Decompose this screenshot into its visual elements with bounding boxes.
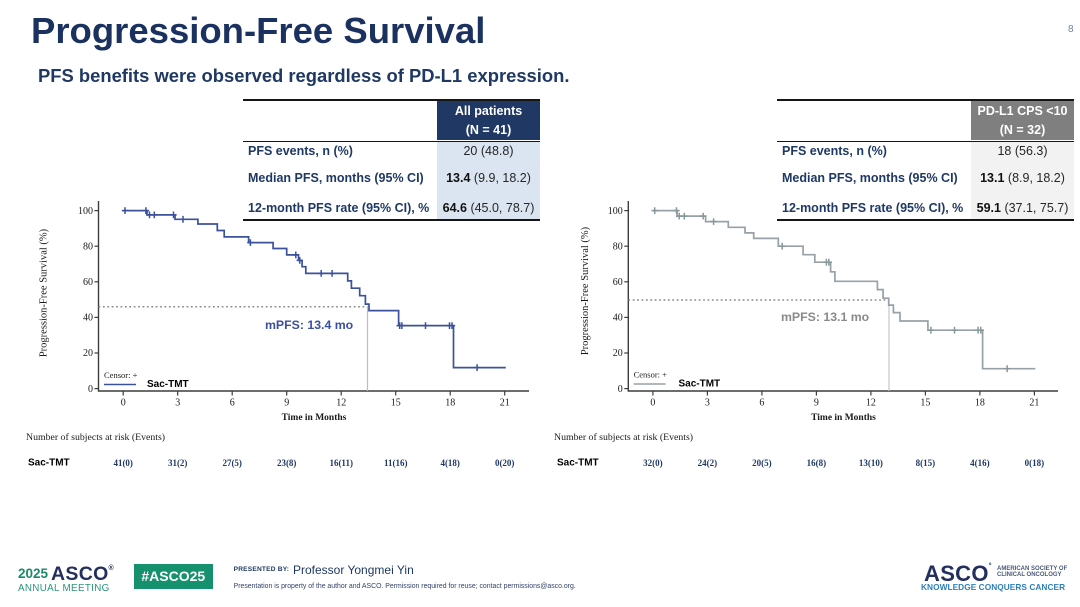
svg-text:8(15): 8(15) — [916, 458, 936, 468]
svg-text:0: 0 — [650, 398, 655, 409]
svg-text:21: 21 — [500, 398, 510, 409]
svg-text:0(18): 0(18) — [1025, 458, 1045, 468]
svg-text:80: 80 — [83, 241, 93, 252]
svg-text:Sac-TMT: Sac-TMT — [557, 458, 599, 469]
svg-text:Time in Months: Time in Months — [811, 413, 876, 423]
svg-text:12: 12 — [866, 398, 876, 409]
svg-text:Progression-Free Survival (%): Progression-Free Survival (%) — [580, 226, 591, 355]
svg-text:60: 60 — [83, 277, 93, 288]
svg-text:Sac-TMT: Sac-TMT — [28, 458, 70, 469]
svg-text:100: 100 — [78, 206, 93, 217]
svg-text:16(8): 16(8) — [807, 458, 827, 468]
svg-text:40: 40 — [83, 313, 93, 324]
svg-text:60: 60 — [613, 277, 623, 288]
svg-text:6: 6 — [230, 398, 235, 409]
svg-text:Time in Months: Time in Months — [282, 413, 347, 423]
svg-text:Censor: +: Censor: + — [104, 370, 138, 380]
svg-text:mPFS: 13.4 mo: mPFS: 13.4 mo — [265, 318, 354, 332]
svg-text:4(16): 4(16) — [970, 458, 990, 468]
svg-text:15: 15 — [391, 398, 401, 409]
svg-text:0: 0 — [88, 384, 93, 395]
svg-text:9: 9 — [814, 398, 819, 409]
svg-text:0(20): 0(20) — [495, 458, 515, 468]
svg-text:20(5): 20(5) — [752, 458, 772, 468]
svg-text:20: 20 — [613, 348, 623, 359]
svg-text:27(5): 27(5) — [222, 458, 242, 468]
svg-text:Sac-TMT: Sac-TMT — [147, 379, 189, 390]
svg-text:Number of subjects at risk (Ev: Number of subjects at risk (Events) — [554, 432, 693, 443]
svg-text:4(18): 4(18) — [440, 458, 460, 468]
svg-text:80: 80 — [613, 241, 623, 252]
svg-text:20: 20 — [83, 348, 93, 359]
svg-text:9: 9 — [284, 398, 289, 409]
svg-text:0: 0 — [121, 398, 126, 409]
svg-text:Number of subjects at risk (Ev: Number of subjects at risk (Events) — [26, 432, 165, 443]
svg-text:13(10): 13(10) — [859, 458, 883, 468]
svg-text:mPFS: 13.1 mo: mPFS: 13.1 mo — [781, 310, 870, 324]
svg-text:12: 12 — [336, 398, 346, 409]
svg-text:6: 6 — [759, 398, 764, 409]
svg-text:41(0): 41(0) — [113, 458, 133, 468]
svg-text:3: 3 — [705, 398, 710, 409]
svg-text:3: 3 — [175, 398, 180, 409]
svg-text:0: 0 — [618, 384, 623, 395]
svg-text:31(2): 31(2) — [168, 458, 188, 468]
svg-text:40: 40 — [613, 313, 623, 324]
svg-text:Censor: +: Censor: + — [634, 370, 668, 380]
svg-text:Sac-TMT: Sac-TMT — [679, 379, 721, 390]
svg-text:100: 100 — [608, 206, 623, 217]
svg-text:15: 15 — [920, 398, 930, 409]
svg-text:24(2): 24(2) — [698, 458, 718, 468]
svg-text:16(11): 16(11) — [329, 458, 353, 468]
svg-text:23(8): 23(8) — [277, 458, 297, 468]
svg-text:11(16): 11(16) — [384, 458, 408, 468]
svg-text:18: 18 — [975, 398, 985, 409]
svg-text:Progression-Free Survival (%): Progression-Free Survival (%) — [39, 228, 50, 357]
svg-text:32(0): 32(0) — [643, 458, 663, 468]
svg-text:18: 18 — [445, 398, 455, 409]
svg-text:21: 21 — [1029, 398, 1039, 409]
